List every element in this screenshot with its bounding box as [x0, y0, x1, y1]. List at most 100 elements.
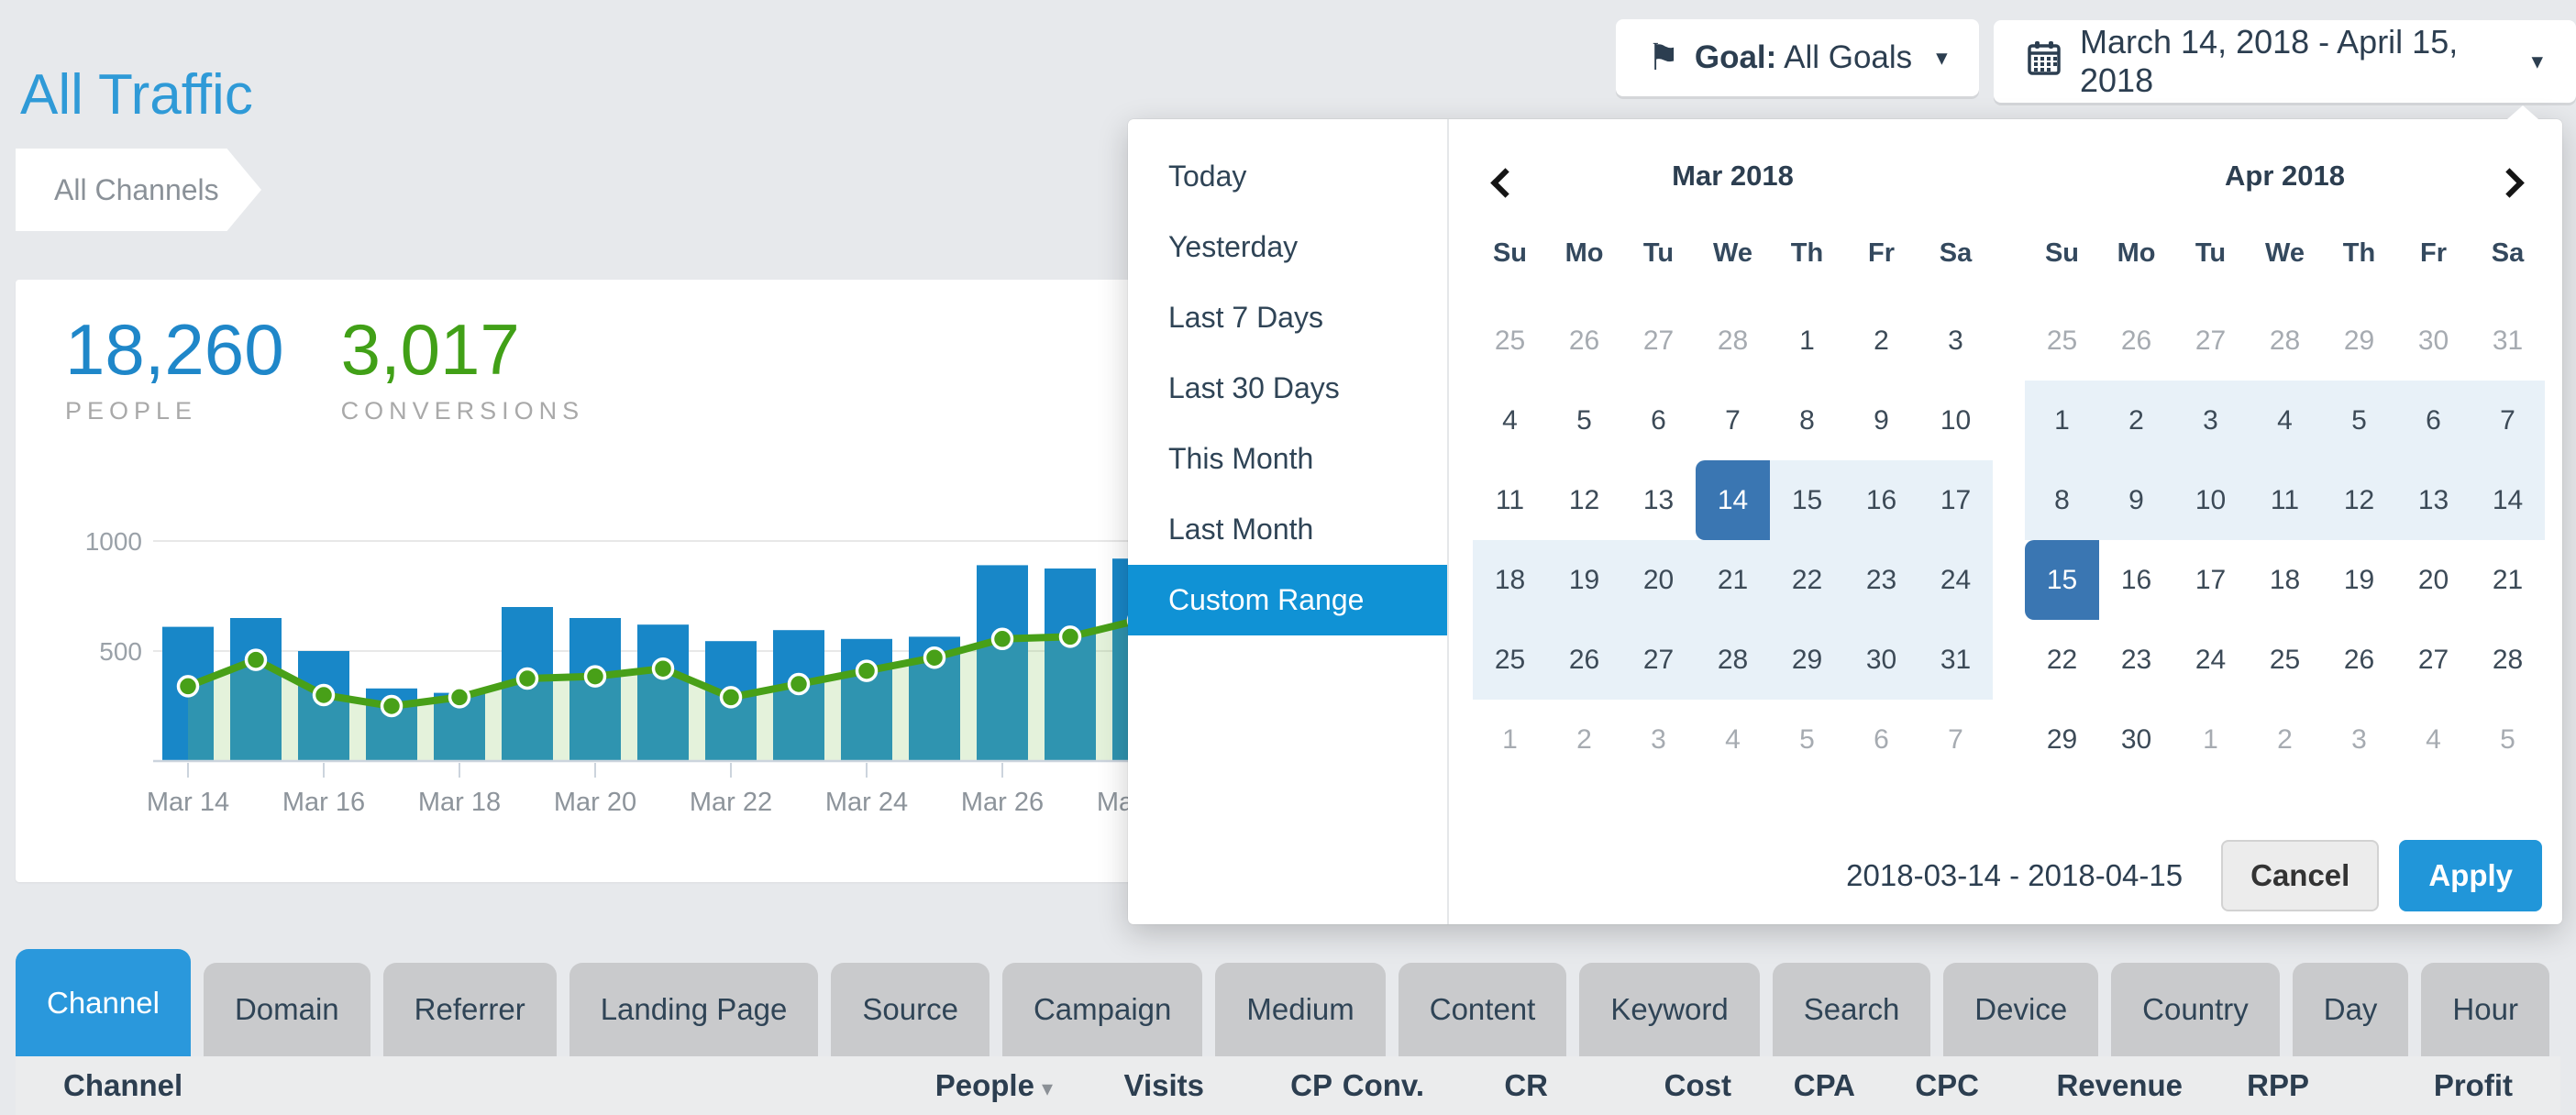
day-cell-25[interactable]: 25: [1473, 620, 1547, 700]
day-cell-23[interactable]: 23: [2120, 644, 2152, 675]
day-cell-29[interactable]: 29: [2343, 325, 2375, 356]
preset-last-month[interactable]: Last Month: [1168, 513, 1314, 546]
day-cell-9[interactable]: 9: [2099, 460, 2173, 540]
day-cell-3[interactable]: 3: [1948, 325, 1963, 356]
day-cell-27[interactable]: 27: [1642, 325, 1675, 356]
column-header-revenue[interactable]: Revenue: [2056, 1068, 2183, 1102]
day-cell-28[interactable]: 28: [1696, 620, 1770, 700]
preset-yesterday[interactable]: Yesterday: [1168, 230, 1299, 263]
day-cell-4[interactable]: 4: [2248, 381, 2322, 460]
day-cell-26[interactable]: 26: [2343, 644, 2375, 675]
day-cell-19[interactable]: 19: [2343, 564, 2375, 595]
day-cell-5[interactable]: 5: [2322, 381, 2396, 460]
day-cell-16[interactable]: 16: [2120, 564, 2152, 595]
day-cell-17[interactable]: 17: [2195, 564, 2227, 595]
column-header-profit[interactable]: Profit: [2433, 1068, 2513, 1102]
day-cell-18[interactable]: 18: [1473, 540, 1547, 620]
tab-hour[interactable]: Hour: [2421, 963, 2549, 1056]
apply-button[interactable]: Apply: [2399, 840, 2542, 911]
preset-last-30-days[interactable]: Last 30 Days: [1168, 371, 1340, 404]
day-cell-31[interactable]: 31: [1918, 620, 1993, 700]
day-cell-4[interactable]: 4: [2426, 723, 2441, 755]
tab-country[interactable]: Country: [2111, 963, 2280, 1056]
tab-search[interactable]: Search: [1772, 963, 1931, 1056]
tab-landing-page[interactable]: Landing Page: [569, 963, 819, 1056]
column-header-rpp[interactable]: RPP: [2247, 1068, 2309, 1102]
day-cell-11[interactable]: 11: [1495, 484, 1525, 515]
day-cell-7[interactable]: 7: [1725, 404, 1741, 436]
day-cell-2[interactable]: 2: [1576, 723, 1592, 755]
day-cell-16[interactable]: 16: [1844, 460, 1918, 540]
tab-campaign[interactable]: Campaign: [1001, 963, 1203, 1056]
day-cell-4[interactable]: 4: [1502, 404, 1518, 436]
day-cell-8[interactable]: 8: [1799, 404, 1815, 436]
day-cell-18[interactable]: 18: [2269, 564, 2301, 595]
preset-custom-range[interactable]: Custom Range: [1128, 565, 1447, 635]
day-cell-13[interactable]: 13: [2396, 460, 2471, 540]
day-cell-21[interactable]: 21: [1696, 540, 1770, 620]
day-cell-6[interactable]: 6: [1651, 404, 1666, 436]
preset-this-month[interactable]: This Month: [1168, 442, 1314, 475]
preset-last-7-days[interactable]: Last 7 Days: [1168, 301, 1323, 334]
day-cell-29[interactable]: 29: [2046, 723, 2078, 755]
day-cell-29[interactable]: 29: [1770, 620, 1844, 700]
day-cell-22[interactable]: 22: [2046, 644, 2078, 675]
day-cell-31[interactable]: 31: [2492, 325, 2524, 356]
day-cell-19[interactable]: 19: [1547, 540, 1621, 620]
day-cell-23[interactable]: 23: [1844, 540, 1918, 620]
tab-domain[interactable]: Domain: [203, 963, 370, 1056]
day-cell-13[interactable]: 13: [1642, 484, 1675, 515]
day-cell-1[interactable]: 1: [2203, 723, 2218, 755]
day-cell-7[interactable]: 7: [2471, 381, 2545, 460]
day-cell-1[interactable]: 1: [1799, 325, 1815, 356]
day-cell-26[interactable]: 26: [2120, 325, 2152, 356]
day-cell-6[interactable]: 6: [1874, 723, 1889, 755]
day-cell-26[interactable]: 26: [1547, 620, 1621, 700]
day-cell-11[interactable]: 11: [2248, 460, 2322, 540]
column-header-conv-[interactable]: Conv.: [1342, 1068, 1424, 1102]
tab-device[interactable]: Device: [1943, 963, 2099, 1056]
day-cell-2[interactable]: 2: [2277, 723, 2293, 755]
day-cell-3[interactable]: 3: [2351, 723, 2367, 755]
tab-source[interactable]: Source: [831, 963, 989, 1056]
tab-channel[interactable]: Channel: [16, 949, 191, 1056]
day-cell-10[interactable]: 10: [1940, 404, 1972, 436]
date-range-button[interactable]: March 14, 2018 - April 15, 2018 ▾: [1994, 20, 2576, 103]
day-cell-28[interactable]: 28: [2492, 644, 2524, 675]
day-cell-26[interactable]: 26: [1568, 325, 1600, 356]
day-cell-30[interactable]: 30: [2120, 723, 2152, 755]
day-cell-1[interactable]: 1: [2025, 381, 2099, 460]
day-cell-30[interactable]: 30: [1844, 620, 1918, 700]
day-cell-28[interactable]: 28: [1717, 325, 1749, 356]
day-cell-24[interactable]: 24: [2195, 644, 2227, 675]
column-header-cr[interactable]: CR: [1504, 1068, 1548, 1102]
day-cell-15[interactable]: 15: [1770, 460, 1844, 540]
day-cell-3[interactable]: 3: [1651, 723, 1666, 755]
column-header-cp[interactable]: CP: [1290, 1068, 1332, 1102]
day-cell-20[interactable]: 20: [2417, 564, 2449, 595]
tab-medium[interactable]: Medium: [1215, 963, 1386, 1056]
day-cell-5[interactable]: 5: [1799, 723, 1815, 755]
day-cell-14[interactable]: 14: [1696, 460, 1770, 540]
column-header-visits[interactable]: Visits: [1123, 1068, 1204, 1102]
column-header-cost[interactable]: Cost: [1664, 1068, 1731, 1102]
cancel-button[interactable]: Cancel: [2221, 840, 2380, 911]
day-cell-12[interactable]: 12: [1568, 484, 1600, 515]
day-cell-12[interactable]: 12: [2322, 460, 2396, 540]
day-cell-14[interactable]: 14: [2471, 460, 2545, 540]
day-cell-5[interactable]: 5: [1576, 404, 1592, 436]
day-cell-25[interactable]: 25: [1494, 325, 1526, 356]
day-cell-1[interactable]: 1: [1502, 723, 1518, 755]
day-cell-24[interactable]: 24: [1918, 540, 1993, 620]
day-cell-6[interactable]: 6: [2396, 381, 2471, 460]
tab-day[interactable]: Day: [2292, 963, 2409, 1056]
column-header-channel[interactable]: Channel: [63, 1068, 183, 1102]
day-cell-2[interactable]: 2: [2099, 381, 2173, 460]
day-cell-21[interactable]: 21: [2492, 564, 2524, 595]
day-cell-3[interactable]: 3: [2173, 381, 2248, 460]
day-cell-9[interactable]: 9: [1874, 404, 1889, 436]
tab-keyword[interactable]: Keyword: [1579, 963, 1760, 1056]
day-cell-22[interactable]: 22: [1770, 540, 1844, 620]
column-header-cpa[interactable]: CPA: [1793, 1068, 1855, 1102]
tab-content[interactable]: Content: [1398, 963, 1567, 1056]
